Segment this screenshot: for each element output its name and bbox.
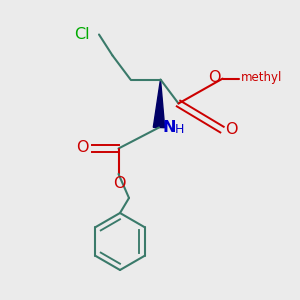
Text: N: N <box>162 120 175 135</box>
Text: O: O <box>113 176 125 190</box>
Text: methyl: methyl <box>241 70 282 84</box>
Polygon shape <box>153 80 165 128</box>
Text: H: H <box>175 122 184 136</box>
Text: O: O <box>225 122 238 137</box>
Text: O: O <box>76 140 89 155</box>
Text: O: O <box>208 70 221 85</box>
Text: Cl: Cl <box>74 27 90 42</box>
